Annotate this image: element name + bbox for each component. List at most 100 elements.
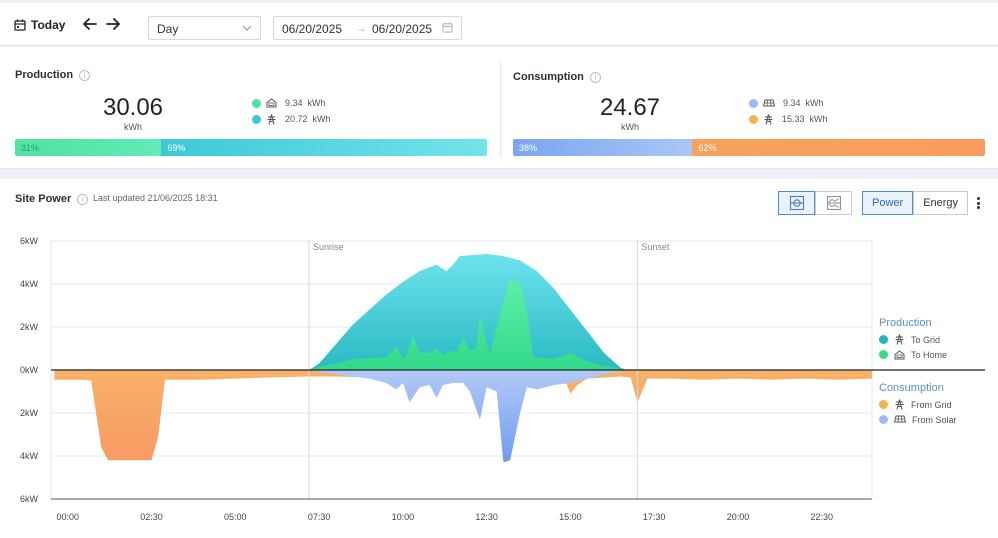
energy-button[interactable]: Energy — [913, 191, 969, 215]
series-to-home — [309, 279, 628, 370]
prod-bar-segment: 69% — [161, 139, 487, 156]
consumption-split-bar: 38% 62% — [513, 139, 985, 156]
range-separator: → — [355, 21, 367, 35]
stacked-view-button[interactable] — [815, 191, 852, 215]
more-options-icon[interactable] — [972, 195, 984, 211]
cons-bar-segment: 38% — [513, 139, 693, 156]
consumption-unit: kWh — [621, 122, 639, 132]
date-to[interactable]: 06/20/2025 — [372, 22, 433, 36]
legend-production-title: Production — [879, 317, 932, 329]
solar-panel-icon — [763, 99, 775, 106]
to-home-unit: kWh — [307, 98, 326, 108]
from-solar-value: 9.34 — [783, 98, 801, 108]
consumption-title-label: Consumption — [513, 71, 584, 83]
period-select[interactable]: Day — [148, 16, 261, 40]
grid-tower-icon — [895, 334, 904, 345]
chart-view-toggle — [778, 191, 852, 215]
x-tick-label: 22:30 — [810, 512, 833, 522]
x-tick-label: 15:00 — [559, 512, 582, 522]
legend-to-grid[interactable]: To Grid — [879, 334, 940, 345]
info-icon[interactable]: i — [77, 193, 89, 205]
power-button[interactable]: Power — [862, 191, 914, 215]
x-tick-label: 05:00 — [224, 512, 247, 522]
y-tick-label: 6kW — [20, 494, 39, 504]
series-production-total — [309, 253, 628, 370]
to-home-dot — [252, 98, 261, 108]
y-tick-label: 4kW — [20, 279, 39, 289]
to-grid-dot — [879, 335, 888, 344]
prod-bar-segment: 31% — [15, 139, 162, 156]
calendar-icon — [14, 19, 26, 31]
legend-from-solar-label: From Solar — [912, 414, 957, 425]
from-solar-dot — [749, 98, 758, 108]
legend-from-solar[interactable]: From Solar — [879, 414, 957, 425]
legend-to-grid-label: To Grid — [911, 334, 941, 345]
site-power-card: 6kW 4kW 2kW 0kW 2kW 4kW 6kW 00:00 02:30 05:00 07:3… — [0, 179, 998, 538]
from-grid-dot — [879, 400, 888, 409]
legend-to-home[interactable]: To Home — [879, 349, 947, 360]
marker-sunrise-label: Sunrise — [313, 242, 344, 252]
stacked-chart-icon — [826, 195, 841, 211]
y-tick-label: 2kW — [20, 408, 39, 418]
split-chart-icon — [789, 195, 804, 211]
x-tick-label: 00:00 — [56, 512, 79, 522]
info-icon[interactable]: i — [79, 69, 91, 81]
from-solar-dot — [879, 415, 888, 424]
toolbar: Today Day 06/20/2025 → 06/20/2025 — [0, 3, 998, 46]
today-label: Today — [31, 18, 66, 32]
consumption-total: 24.67 — [599, 94, 661, 121]
production-title-label: Production — [15, 69, 74, 81]
y-tick-label: 6kW — [20, 236, 39, 246]
series-from-grid — [54, 370, 873, 461]
series-from-solar — [309, 370, 628, 463]
power-energy-toggle: Power Energy — [862, 191, 969, 215]
to-home-value: 9.34 — [285, 98, 303, 108]
to-home-dot — [879, 350, 888, 359]
date-range-picker[interactable]: 06/20/2025 → 06/20/2025 — [273, 16, 462, 40]
y-tick-label: 0kW — [20, 365, 39, 375]
grid-tower-icon — [895, 399, 904, 410]
energy-summary: Production i 30.06 kWh 9.34 kWh 20.72 kW… — [0, 47, 998, 169]
production-split-bar: 31% 69% — [15, 139, 487, 156]
arrow-right-icon[interactable] — [103, 14, 123, 34]
calendar-icon — [442, 22, 453, 33]
to-grid-value: 20.72 — [285, 114, 308, 124]
x-tick-label: 02:30 — [140, 512, 163, 522]
info-icon[interactable]: i — [589, 71, 601, 83]
split-view-button[interactable] — [778, 191, 815, 215]
production-to-home: 9.34 kWh — [252, 97, 326, 109]
summary-divider — [500, 61, 501, 157]
arrow-left-icon[interactable] — [80, 14, 100, 34]
consumption-from-solar: 9.34 kWh — [749, 97, 824, 109]
chevron-down-icon — [242, 25, 252, 31]
last-updated: Last updated 21/06/2025 18:31 — [93, 193, 218, 203]
date-from[interactable]: 06/20/2025 — [282, 22, 343, 36]
site-power-chart: 6kW 4kW 2kW 0kW 2kW 4kW 6kW 00:00 02:30 05:00 07:3… — [20, 236, 985, 522]
grid-tower-icon — [267, 113, 276, 125]
legend-consumption-title: Consumption — [879, 382, 944, 394]
home-icon — [894, 349, 905, 359]
production-unit: kWh — [124, 122, 142, 132]
to-grid-dot — [252, 114, 261, 124]
today-button[interactable]: Today — [14, 15, 65, 35]
legend-to-home-label: To Home — [911, 349, 948, 360]
y-tick-label: 4kW — [20, 451, 39, 461]
y-tick-label: 2kW — [20, 322, 39, 332]
site-power-title-label: Site Power — [15, 193, 72, 205]
site-power-title: Site Power i — [15, 193, 89, 205]
grid-tower-icon — [764, 113, 773, 125]
consumption-title: Consumption i — [513, 71, 601, 83]
x-tick-label: 17:30 — [643, 512, 666, 522]
to-grid-unit: kWh — [312, 114, 331, 124]
legend-from-grid-label: From Grid — [911, 399, 952, 410]
consumption-from-grid: 15.33 kWh — [749, 113, 828, 125]
from-grid-dot — [749, 114, 758, 124]
x-tick-label: 10:00 — [392, 512, 415, 522]
x-tick-label: 12:30 — [475, 512, 498, 522]
solar-panel-icon — [894, 415, 906, 423]
from-grid-value: 15.33 — [782, 114, 805, 124]
period-select-value: Day — [157, 22, 179, 36]
legend-from-grid[interactable]: From Grid — [879, 399, 952, 410]
home-icon — [266, 98, 277, 108]
from-solar-unit: kWh — [805, 98, 824, 108]
